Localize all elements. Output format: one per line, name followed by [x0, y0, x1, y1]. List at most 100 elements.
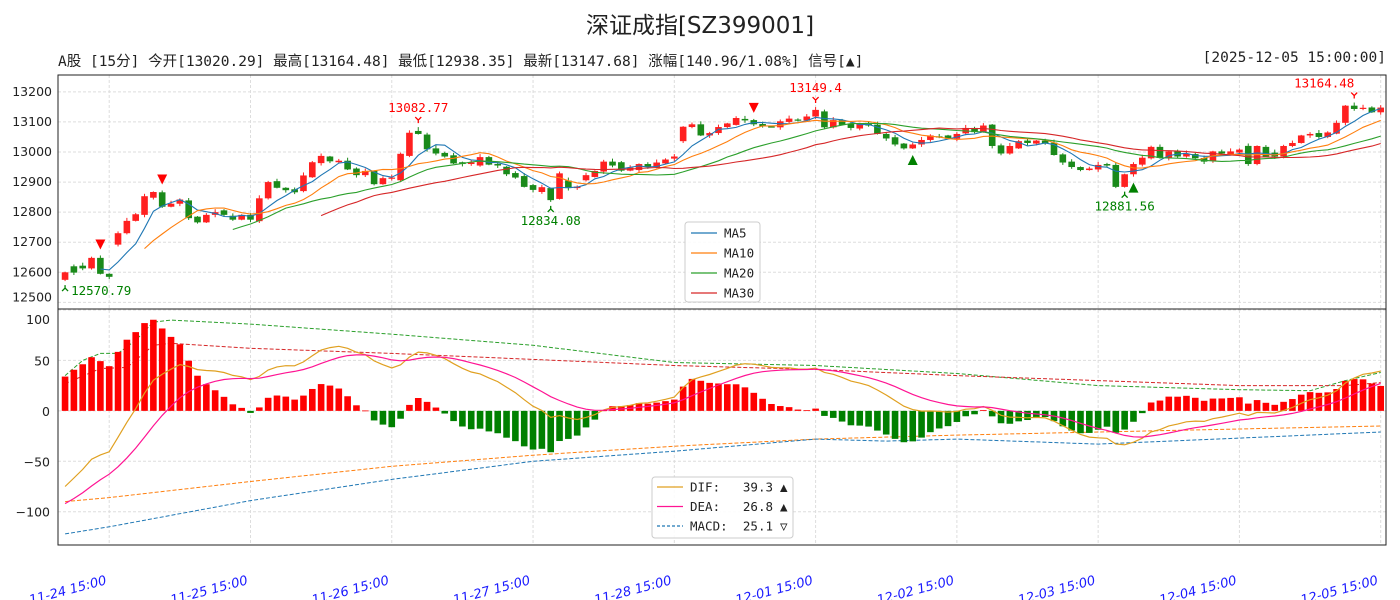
dif-legend-arrow: ▲ [780, 480, 788, 495]
macd-bar [644, 403, 652, 411]
low-marker-icon [61, 285, 69, 292]
candle [158, 190, 166, 208]
candle-body [370, 170, 378, 185]
candle-body [379, 178, 387, 185]
candle [1068, 159, 1075, 169]
candle-body [247, 214, 254, 220]
candle-body [838, 120, 846, 125]
macd-bar [1253, 400, 1261, 411]
candle-body [1342, 105, 1349, 123]
macd-bar [256, 407, 263, 411]
candle [1227, 148, 1234, 155]
macd-bar [706, 382, 713, 411]
candle-body [1218, 151, 1226, 154]
candle-body [1024, 140, 1031, 143]
macd-bar [1218, 398, 1226, 411]
dea-legend-label: DEA: [690, 499, 720, 514]
candle-body [185, 200, 192, 219]
candle [900, 142, 908, 150]
time-tick-label: 11-26 15:00 [310, 573, 391, 600]
candle-body [653, 162, 660, 168]
macd-bar [856, 410, 864, 426]
candle [600, 159, 607, 174]
dif-line [64, 345, 1381, 487]
candle [1147, 145, 1155, 160]
time-tick-label: 11-24 15:00 [28, 573, 109, 600]
candle-body [1280, 145, 1287, 157]
macd-bar [1350, 379, 1358, 411]
candle-body [123, 220, 131, 234]
macd-bar [609, 406, 616, 411]
ma20-line [232, 122, 1381, 231]
candle-body [220, 210, 228, 215]
candle [1306, 132, 1314, 138]
candle [1262, 145, 1270, 158]
candle [856, 122, 864, 131]
macd-bar [520, 410, 528, 447]
candle [529, 183, 537, 193]
macd-bar [1156, 400, 1164, 411]
macd-bar [335, 388, 343, 411]
candle [353, 167, 360, 178]
candle [326, 155, 334, 164]
candle-body [88, 257, 95, 269]
candle-body [158, 192, 166, 207]
candle-body [565, 180, 572, 189]
macd-bar [715, 383, 722, 411]
sell-signal-icon [157, 174, 168, 185]
candle-body [282, 187, 290, 191]
macd-bar [1147, 402, 1155, 411]
candle [1006, 142, 1014, 155]
macd-bar [874, 410, 881, 431]
macd-bar [1015, 410, 1022, 422]
candle [609, 158, 616, 168]
macd-bar [829, 410, 837, 418]
quote-summary: A股 [15分] 今开[13020.29] 最高[13164.48] 最低[12… [58, 54, 864, 70]
macd-bar [1244, 403, 1252, 411]
dea-legend-arrow: ▲ [780, 499, 788, 514]
candle [1024, 138, 1031, 146]
macd-bar [494, 410, 502, 434]
macd-bar [158, 328, 166, 411]
macd-bar [176, 344, 184, 411]
macd-bar [326, 385, 334, 411]
sell-signal-icon [748, 102, 759, 113]
legend-box [651, 476, 794, 539]
candle [662, 158, 669, 165]
macd-bar [547, 410, 555, 453]
candle-body [927, 135, 934, 140]
candle-body [1227, 151, 1234, 155]
candle-body [1086, 168, 1093, 171]
candle-body [829, 120, 837, 128]
candle-body [1103, 164, 1111, 166]
macd-bar [1368, 383, 1376, 411]
candle-body [1297, 135, 1305, 143]
macd-bar [1200, 400, 1208, 411]
macd-bar [291, 399, 298, 411]
macd-bar [1165, 396, 1173, 411]
candle-body [1068, 161, 1075, 168]
macd-bar [865, 410, 872, 427]
candle [1324, 131, 1332, 139]
macd-bar [591, 410, 599, 420]
macd-bar [1315, 392, 1323, 411]
macd-bar [1342, 380, 1349, 411]
candle [1350, 102, 1358, 111]
candle-body [1059, 154, 1067, 163]
candle [1377, 105, 1385, 115]
candle-body [256, 198, 263, 222]
macd-bar [79, 364, 87, 411]
candle-body [635, 164, 643, 171]
candle-body [141, 196, 148, 215]
macd-bar [821, 410, 828, 416]
macd-bar [662, 401, 669, 411]
candle [247, 213, 254, 223]
candle-body [688, 124, 696, 128]
macd-bar [1103, 410, 1111, 427]
low-price-label: 12834.08 [521, 213, 581, 228]
candle-body [229, 215, 237, 220]
candle [794, 118, 802, 122]
macd-bar [476, 410, 484, 429]
candle-body [79, 265, 87, 269]
candle [300, 172, 307, 193]
